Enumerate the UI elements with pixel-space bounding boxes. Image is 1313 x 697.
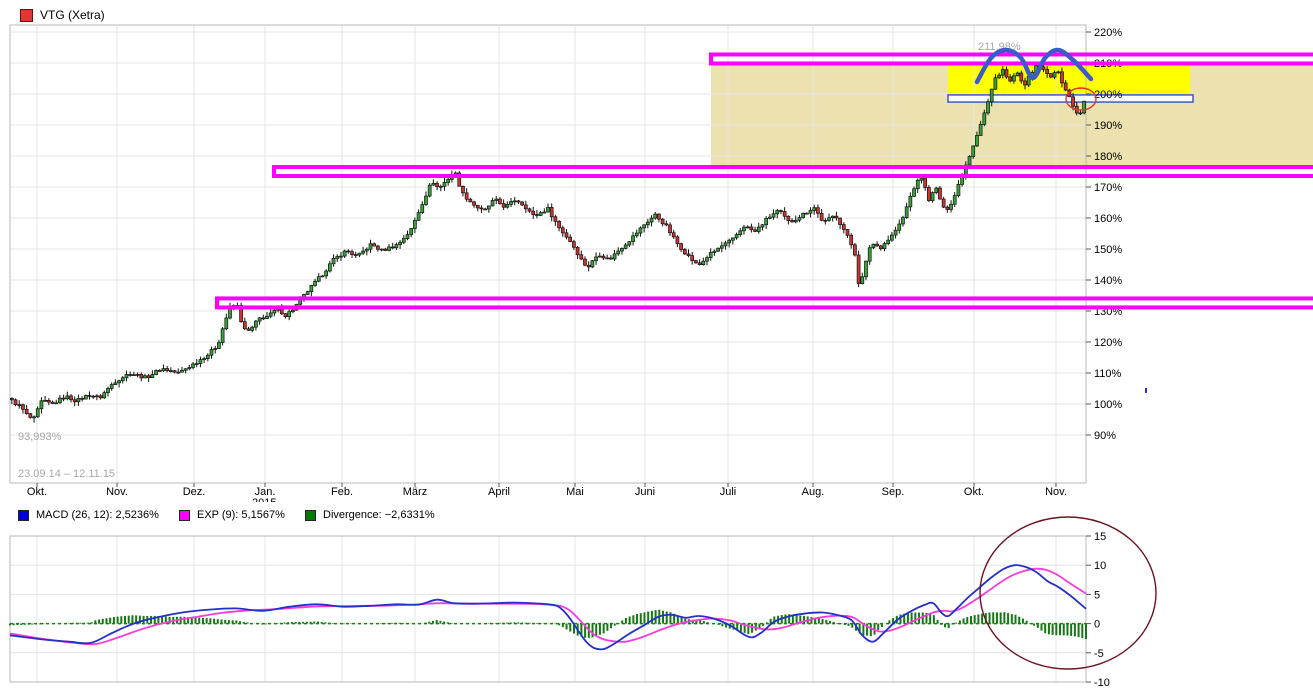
svg-text:-5: -5 bbox=[1094, 648, 1104, 660]
x-axis-year-label: 2015 bbox=[252, 497, 284, 502]
svg-text:März: März bbox=[403, 486, 427, 498]
highlight-regions bbox=[711, 65, 1313, 166]
svg-text:110%: 110% bbox=[1094, 368, 1122, 380]
chart-title-text: VTG (Xetra) bbox=[40, 8, 105, 22]
low-marker-label: 93,993% bbox=[18, 431, 62, 443]
svg-text:Feb.: Feb. bbox=[331, 486, 353, 498]
exp-signal-line bbox=[9, 567, 1087, 646]
svg-text:190%: 190% bbox=[1094, 120, 1122, 132]
macd-legend: MACD (26, 12): 2,5236% EXP (9): 5,1567% … bbox=[0, 509, 1313, 525]
macd-swatch-icon bbox=[18, 509, 29, 521]
macd-grid bbox=[9, 535, 1087, 683]
price-grid bbox=[9, 24, 1087, 484]
svg-text:180%: 180% bbox=[1094, 151, 1122, 163]
svg-text:Okt.: Okt. bbox=[964, 486, 984, 498]
chart-title: VTG (Xetra) bbox=[20, 8, 105, 22]
divergence-swatch-icon bbox=[305, 509, 316, 521]
svg-text:Juni: Juni bbox=[635, 486, 655, 498]
svg-text:Jan.: Jan. bbox=[255, 486, 276, 498]
double-top-annotation-curve bbox=[974, 47, 1094, 85]
legend-item-macd: MACD (26, 12): 2,5236% bbox=[18, 509, 159, 521]
svg-text:140%: 140% bbox=[1094, 275, 1122, 287]
exp-swatch-icon bbox=[179, 509, 190, 521]
svg-text:120%: 120% bbox=[1094, 337, 1122, 349]
legend-item-divergence: Divergence: −2,6331% bbox=[305, 509, 435, 521]
svg-text:220%: 220% bbox=[1094, 27, 1122, 39]
svg-text:170%: 170% bbox=[1094, 182, 1122, 194]
svg-text:90%: 90% bbox=[1094, 430, 1116, 442]
macd-chart-canvas[interactable]: 15 10 5 0 -5 -10 bbox=[0, 505, 1313, 697]
svg-text:100%: 100% bbox=[1094, 399, 1122, 411]
svg-text:0: 0 bbox=[1094, 619, 1100, 631]
svg-text:Nov.: Nov. bbox=[106, 486, 128, 498]
svg-text:150%: 150% bbox=[1094, 244, 1122, 256]
breakdown-circle-annotation bbox=[1065, 87, 1097, 111]
svg-text:-10: -10 bbox=[1094, 677, 1110, 689]
svg-text:15: 15 bbox=[1094, 531, 1106, 543]
price-x-axis-labels: Okt. Nov. Dez. Jan. Feb. März April Mai Juni Juli… bbox=[27, 483, 1067, 498]
svg-text:10: 10 bbox=[1094, 560, 1106, 572]
svg-text:Sep.: Sep. bbox=[882, 486, 905, 498]
svg-text:Aug.: Aug. bbox=[802, 486, 825, 498]
price-annotation-labels: 211,98%93,993%23.09.14 – 12.11.15 bbox=[18, 41, 1021, 480]
svg-text:Dez.: Dez. bbox=[183, 486, 206, 498]
instrument-marker-icon bbox=[20, 8, 33, 22]
svg-text:200%: 200% bbox=[1094, 89, 1122, 101]
svg-text:160%: 160% bbox=[1094, 213, 1122, 225]
price-chart-canvas[interactable]: 220%210%200%190%180%170%160%150%140%130%… bbox=[0, 0, 1313, 505]
legend-item-exp: EXP (9): 5,1567% bbox=[179, 509, 285, 521]
svg-text:5: 5 bbox=[1094, 589, 1100, 601]
macd-y-axis-labels: 15 10 5 0 -5 -10 bbox=[1086, 531, 1110, 689]
date-range-label: 23.09.14 – 12.11.15 bbox=[18, 468, 115, 480]
svg-text:Okt.: Okt. bbox=[27, 486, 47, 498]
macd-line bbox=[9, 564, 1087, 651]
svg-text:Nov.: Nov. bbox=[1045, 486, 1067, 498]
svg-text:Mai: Mai bbox=[566, 486, 584, 498]
svg-text:Juli: Juli bbox=[720, 486, 737, 498]
svg-text:April: April bbox=[488, 486, 510, 498]
macd-circle-annotation bbox=[979, 516, 1157, 670]
